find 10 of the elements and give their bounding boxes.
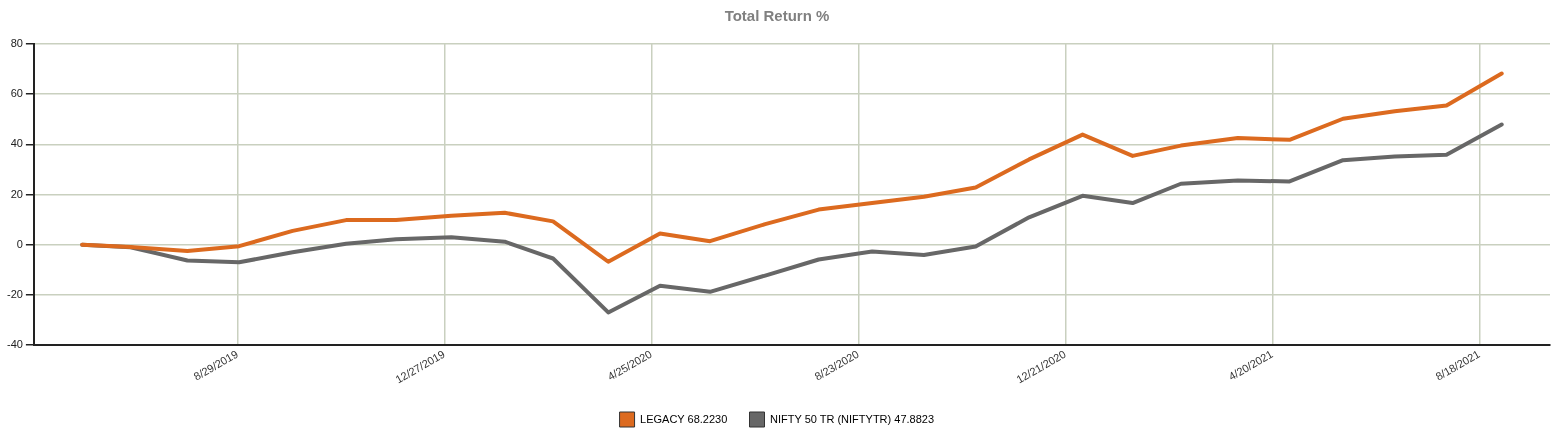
y-tick-label: 60 [10, 87, 23, 100]
y-tick-label: 80 [10, 37, 23, 50]
y-tick-label: 40 [10, 137, 23, 150]
legend-label: NIFTY 50 TR (NIFTYTR) 47.8823 [770, 412, 935, 425]
y-tick-label: 20 [10, 187, 23, 200]
chart-title: Total Return % [724, 7, 830, 25]
legend-label: LEGACY 68.2230 [640, 412, 728, 425]
y-tick-label: -20 [6, 287, 23, 300]
y-tick-label: 0 [16, 237, 23, 250]
y-tick-label: -40 [6, 338, 23, 351]
